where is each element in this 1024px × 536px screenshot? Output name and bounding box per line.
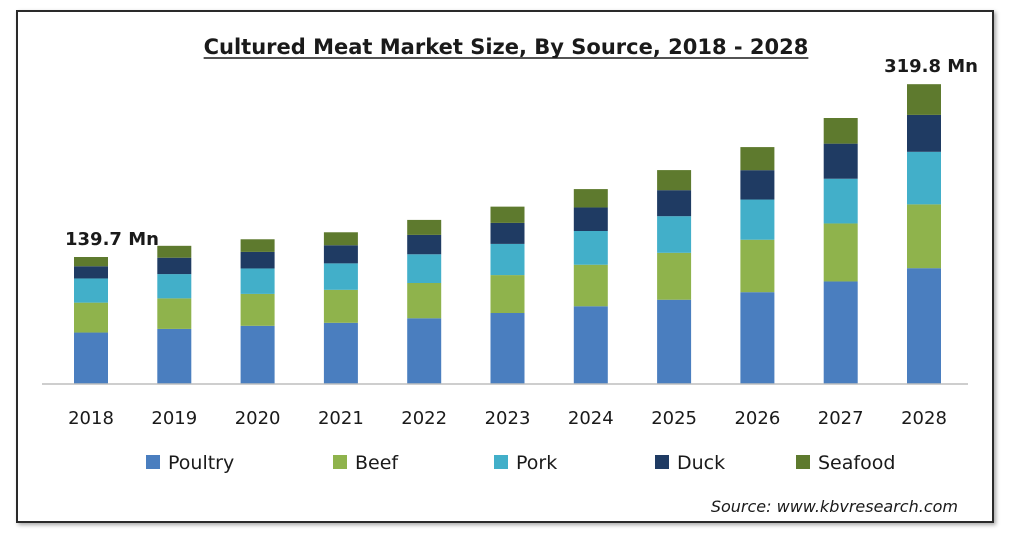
bar-segment-pork-2024: [573, 231, 608, 265]
bar-segment-duck-2028: [907, 114, 941, 152]
bar-segment-duck-2021: [323, 245, 358, 264]
bar-segment-duck-2023: [490, 222, 525, 244]
legend-swatch-poultry: [146, 455, 160, 469]
bar-segment-seafood-2021: [323, 232, 358, 246]
bar-segment-poultry-2019: [157, 328, 192, 384]
bar-segment-poultry-2020: [240, 325, 275, 384]
bar-segment-pork-2028: [907, 151, 941, 205]
bar-segment-poultry-2027: [823, 281, 858, 384]
bar-segment-poultry-2018: [74, 332, 108, 384]
x-tick-2022: 2022: [401, 408, 447, 429]
bar-segment-beef-2024: [573, 264, 608, 307]
bar-segment-beef-2026: [740, 239, 775, 293]
bar-segment-duck-2025: [657, 190, 692, 217]
bars-group: [74, 84, 941, 384]
x-tick-2024: 2024: [568, 408, 614, 429]
bar-segment-duck-2018: [74, 266, 108, 279]
bar-segment-duck-2027: [823, 143, 858, 179]
legend-swatch-pork: [494, 455, 508, 469]
bar-segment-beef-2019: [157, 298, 192, 329]
bar-segment-duck-2026: [740, 170, 775, 200]
legend: Poultry Beef Pork Duck Seafood: [146, 452, 895, 474]
bar-segment-beef-2023: [490, 275, 525, 313]
bar-segment-seafood-2028: [907, 84, 941, 115]
legend-swatch-duck: [655, 455, 669, 469]
bar-segment-pork-2027: [823, 178, 858, 224]
bar-segment-beef-2025: [657, 252, 692, 300]
total-annotations: 139.7 Mn 319.8 Mn: [65, 56, 978, 250]
bar-segment-seafood-2019: [157, 245, 192, 258]
x-tick-labels: 2018 2019 2020 2021 2022 2023 2024 2025 2026 2027…: [68, 408, 947, 429]
x-tick-2019: 2019: [151, 408, 197, 429]
bar-segment-poultry-2028: [907, 268, 941, 384]
bar-segment-duck-2019: [157, 257, 192, 275]
x-tick-2026: 2026: [734, 408, 780, 429]
bar-segment-poultry-2025: [657, 299, 692, 384]
bar-segment-seafood-2026: [740, 147, 775, 171]
bar-segment-beef-2018: [74, 302, 108, 333]
legend-label-pork: Pork: [516, 452, 557, 474]
bar-segment-poultry-2024: [573, 306, 608, 384]
legend-swatch-beef: [333, 455, 347, 469]
source-note: Source: www.kbvresearch.com: [711, 497, 958, 516]
x-tick-2020: 2020: [235, 408, 281, 429]
bar-segment-beef-2027: [823, 223, 858, 282]
bar-segment-beef-2021: [323, 289, 358, 323]
bar-segment-pork-2023: [490, 243, 525, 276]
bar-segment-seafood-2025: [657, 170, 692, 191]
bar-segment-duck-2022: [407, 234, 442, 255]
bar-segment-pork-2025: [657, 216, 692, 253]
bar-segment-pork-2026: [740, 199, 775, 240]
bar-segment-pork-2022: [407, 254, 442, 283]
bar-segment-poultry-2026: [740, 292, 775, 384]
bar-segment-pork-2019: [157, 274, 192, 299]
legend-label-seafood: Seafood: [818, 452, 895, 474]
chart-frame: Cultured Meat Market Size, By Source, 20…: [16, 10, 994, 523]
bar-segment-poultry-2022: [407, 318, 442, 384]
total-label-2018: 139.7 Mn: [65, 229, 159, 250]
legend-label-duck: Duck: [677, 452, 725, 474]
bar-segment-seafood-2022: [407, 219, 442, 235]
bar-segment-beef-2020: [240, 293, 275, 326]
bar-segment-duck-2024: [573, 207, 608, 231]
bar-segment-duck-2020: [240, 251, 275, 269]
bar-segment-seafood-2023: [490, 206, 525, 223]
legend-label-poultry: Poultry: [168, 452, 234, 474]
bar-segment-seafood-2027: [823, 118, 858, 144]
bar-segment-seafood-2024: [573, 189, 608, 208]
legend-label-beef: Beef: [355, 452, 399, 474]
x-tick-2023: 2023: [485, 408, 531, 429]
bar-segment-beef-2022: [407, 283, 442, 319]
bar-segment-poultry-2023: [490, 313, 525, 384]
bar-segment-seafood-2018: [74, 257, 108, 267]
x-tick-2018: 2018: [68, 408, 114, 429]
x-tick-2021: 2021: [318, 408, 364, 429]
bar-segment-poultry-2021: [323, 322, 358, 384]
chart-title: Cultured Meat Market Size, By Source, 20…: [204, 35, 809, 59]
bar-segment-beef-2028: [907, 204, 941, 269]
x-tick-2025: 2025: [651, 408, 697, 429]
bar-segment-pork-2021: [323, 263, 358, 290]
bar-segment-pork-2018: [74, 278, 108, 303]
legend-swatch-seafood: [796, 455, 810, 469]
total-label-2028: 319.8 Mn: [884, 56, 978, 77]
bar-segment-pork-2020: [240, 268, 275, 294]
chart: Cultured Meat Market Size, By Source, 20…: [42, 35, 978, 516]
x-tick-2028: 2028: [901, 408, 947, 429]
bar-segment-seafood-2020: [240, 239, 275, 252]
x-tick-2027: 2027: [818, 408, 864, 429]
